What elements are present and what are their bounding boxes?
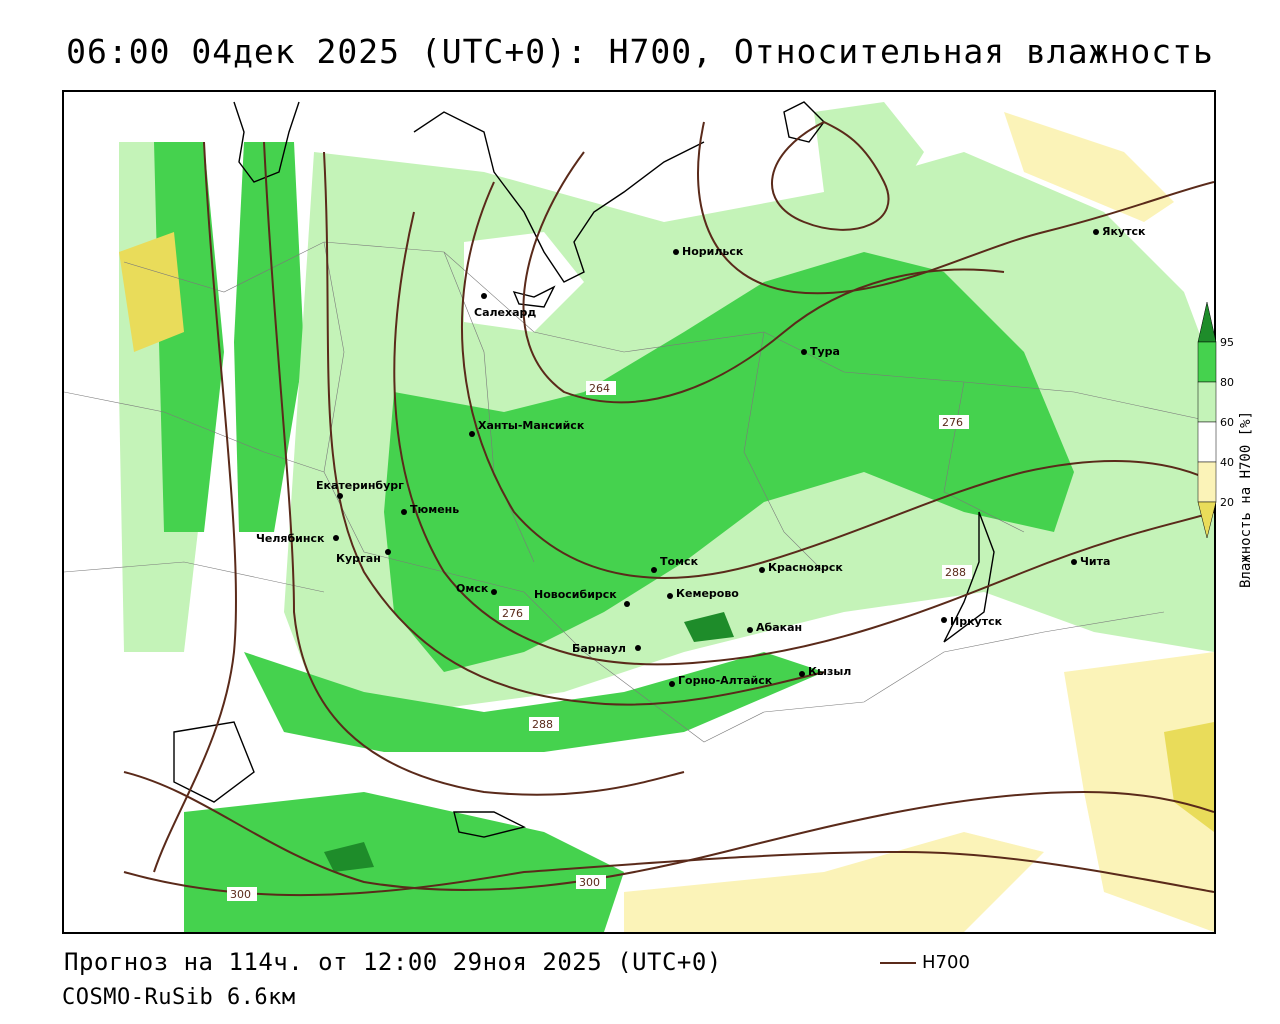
model-name: COSMO-RuSib 6.6км: [62, 985, 296, 1010]
map-borders: [173, 101, 995, 838]
forecast-info: Прогноз на 114ч. от 12:00 29ноя 2025 (UT…: [64, 948, 722, 976]
city-kemerovo: Кемерово: [667, 587, 739, 600]
isoline-swatch: [880, 961, 916, 964]
svg-text:Абакан: Абакан: [756, 621, 802, 634]
svg-text:Якутск: Якутск: [1102, 225, 1146, 238]
svg-text:Курган: Курган: [336, 552, 381, 565]
isoline-label: 300: [230, 888, 251, 901]
svg-text:Тюмень: Тюмень: [410, 503, 459, 516]
isoline-legend: H700: [880, 952, 970, 973]
colorbar-title: Влажность на H700 [%]: [1238, 410, 1254, 588]
isoline-label: 300: [579, 876, 600, 889]
city-gorno-altaysk: Горно-Алтайск: [669, 674, 773, 687]
city-tomsk: Томск: [651, 555, 699, 573]
svg-text:Екатеринбург: Екатеринбург: [316, 479, 404, 492]
isoline-label: 288: [945, 566, 966, 579]
svg-text:Кемерово: Кемерово: [676, 587, 739, 600]
map-area[interactable]: 264 276 276 288 288 300 300 Норильск Яку…: [62, 90, 1216, 934]
svg-text:Иркутск: Иркутск: [950, 615, 1003, 628]
svg-text:Тура: Тура: [810, 345, 840, 358]
city-krasnoyarsk: Красноярск: [759, 561, 843, 574]
map-title: 06:00 04дек 2025 (UTC+0): H700, Относите…: [66, 32, 1214, 71]
svg-text:Красноярск: Красноярск: [768, 561, 843, 574]
city-tyumen: Тюмень: [401, 503, 459, 516]
city-tura: Тура: [801, 345, 840, 358]
city-kurgan: Курган: [336, 549, 391, 565]
city-norilsk: Норильск: [673, 245, 744, 258]
city-chita: Чита: [1071, 555, 1110, 568]
city-barnaul: Барнаул: [572, 642, 641, 655]
isoline-label: 264: [589, 382, 610, 395]
h700-isolines: [123, 120, 1214, 897]
city-khanty-mansiysk: Ханты-Мансийск: [469, 419, 585, 437]
svg-text:Омск: Омск: [456, 582, 489, 595]
city-kyzyl: Кызыл: [799, 665, 851, 678]
colorbar-tick: 80: [1220, 376, 1234, 389]
humidity-map: 264 276 276 288 288 300 300 Норильск Яку…: [64, 92, 1214, 932]
city-novosibirsk: Новосибирск: [534, 588, 630, 607]
city-abakan: Абакан: [747, 621, 802, 634]
svg-text:Барнаул: Барнаул: [572, 642, 626, 655]
city-salekhard: Салехард: [474, 293, 536, 319]
colorbar-tick: 95: [1220, 336, 1234, 349]
isoline-label: 276: [502, 607, 523, 620]
colorbar-tick: 60: [1220, 416, 1234, 429]
city-markers: Норильск Якутск Салехард Тура Ханты-Манс…: [256, 225, 1146, 687]
isoline-label: 276: [942, 416, 963, 429]
svg-text:Чита: Чита: [1080, 555, 1110, 568]
isoline-labels: 264 276 276 288 288 300 300: [227, 381, 972, 901]
colorbar-tick: 20: [1220, 496, 1234, 509]
city-yakutsk: Якутск: [1093, 225, 1146, 238]
isoline-label: 288: [532, 718, 553, 731]
humidity-fill: [64, 92, 1214, 932]
isoline-legend-label: H700: [922, 952, 970, 973]
colorbar-swatches: [1197, 301, 1217, 539]
svg-text:Салехард: Салехард: [474, 306, 536, 319]
svg-text:Ханты-Мансийск: Ханты-Мансийск: [478, 419, 585, 432]
svg-text:Норильск: Норильск: [682, 245, 744, 258]
city-yekaterinburg: Екатеринбург: [316, 479, 404, 499]
svg-text:Горно-Алтайск: Горно-Алтайск: [678, 674, 773, 687]
city-omsk: Омск: [456, 582, 497, 595]
svg-text:Челябинск: Челябинск: [256, 532, 325, 545]
svg-text:Кызыл: Кызыл: [808, 665, 851, 678]
city-chelyabinsk: Челябинск: [256, 532, 339, 545]
city-irkutsk: Иркутск: [941, 615, 1003, 628]
colorbar-tick: 40: [1220, 456, 1234, 469]
svg-text:Томск: Томск: [660, 555, 699, 568]
svg-text:Новосибирск: Новосибирск: [534, 588, 617, 601]
